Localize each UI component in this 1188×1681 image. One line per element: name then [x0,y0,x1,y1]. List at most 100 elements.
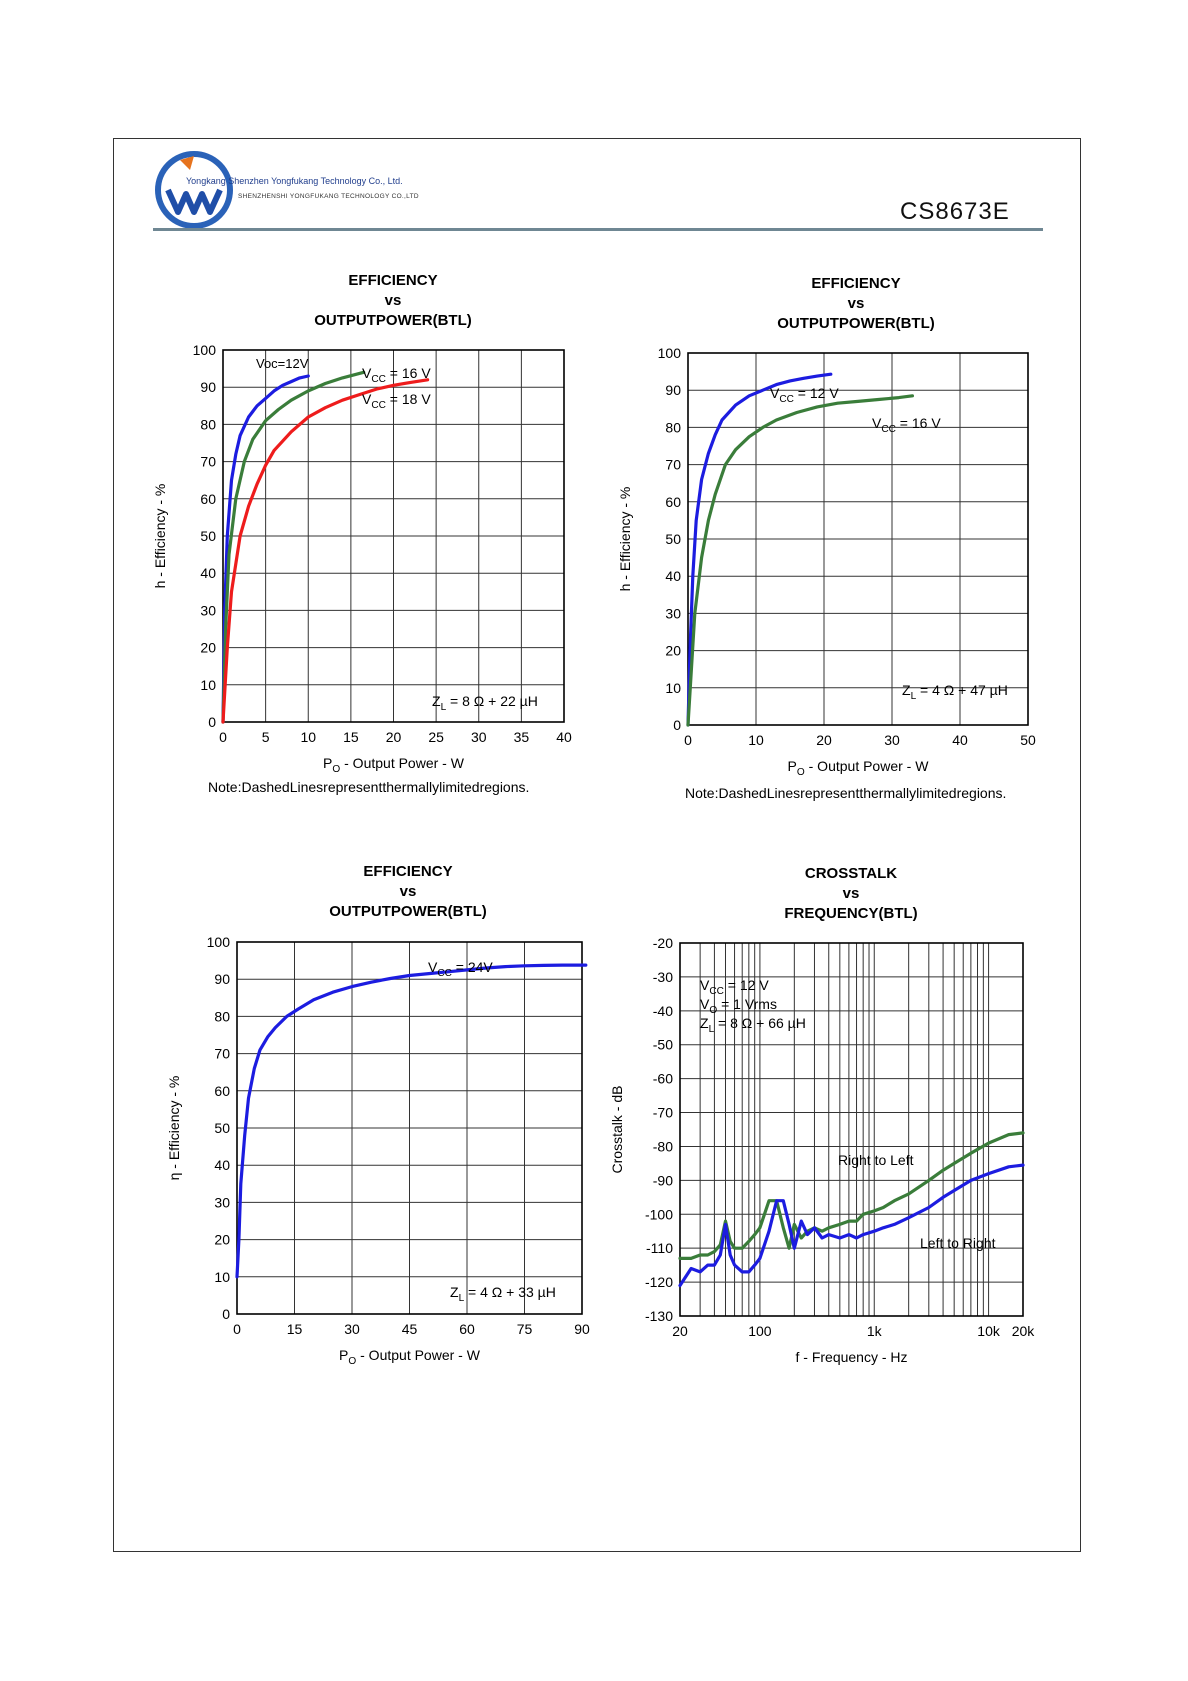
chart2-title: EFFICIENCY vs OUTPUTPOWER(BTL) [676,274,1036,334]
chart4-x-tick-label: 1k [867,1323,883,1339]
chart2-annotation: VCC = 16 V [872,415,941,435]
logo-w [165,188,223,215]
header-rule [153,228,1043,231]
chart4-y-tick-label: -120 [645,1274,673,1290]
chart4: 20 100 1k 10k 20k -20 -30 -40 -50 -60 -70 -80 -90 -10… [609,935,1035,1365]
chart2-x-tick-label: 40 [952,732,968,748]
chart3-x-tick-label: 90 [574,1321,590,1337]
chart4-x-tick-label: 20 [672,1323,688,1339]
chart1-y-tick-label: 100 [193,342,217,358]
chart1-series-3-line [221,378,430,724]
chart3-y-tick-label: 60 [214,1083,230,1099]
chart2-annotation: VCC = 12 V [770,385,839,405]
chart1-annotation: Voc=12V [256,356,309,371]
chart2-note: Note:DashedLinesrepresentthermallylimite… [685,785,1007,801]
chart3-y-tick-label: 40 [214,1157,230,1173]
chart4-y-tick-label: -30 [653,969,673,985]
chart2-y-tick-label: 0 [673,717,681,733]
chart4-title-line2: vs [842,885,860,902]
chart1-x-tick-label: 15 [343,729,359,745]
company-name-cn: Yongkang Shenzhen Yongfukang Technology … [186,176,403,186]
chart4-y-tick-label: -50 [653,1037,673,1053]
chart3-x-tick-label: 0 [233,1321,241,1337]
chart3-y-axis-label: η - Efficiency - % [166,1076,182,1181]
chart3-x-tick-label: 15 [287,1321,303,1337]
chart1-y-tick-label: 0 [208,714,216,730]
chart1-series-2-line [221,370,366,724]
chart1-x-tick-label: 20 [386,729,402,745]
chart3-annotation: VCC = 24V [428,959,493,979]
chart1-annotation: VCC = 18 V [362,391,431,411]
chart2-x-tick-label: 10 [748,732,764,748]
chart3-title-line2: vs [399,883,417,900]
chart3-y-tick-label: 30 [214,1194,230,1210]
chart1-title-line1: EFFICIENCY [348,272,438,289]
chart3-x-tick-label: 60 [459,1321,475,1337]
chart3-y-tick-label: 70 [214,1046,230,1062]
chart4-annotation: Right to Left [838,1152,914,1168]
chart2-y-tick-label: 20 [665,643,681,659]
chart3-title-line1: EFFICIENCY [363,863,453,880]
chart4-y-axis-label: Crosstalk - dB [609,1086,625,1174]
part-number: CS8673E [900,198,1010,225]
chart2-title-line1: EFFICIENCY [811,275,901,292]
chart1-annotation: VCC = 16 V [362,365,431,385]
chart2-frame [687,352,1029,726]
chart2-x-tick-label: 20 [816,732,832,748]
chart1-x-axis-label: PO - Output Power - W [323,755,465,775]
chart2-x-tick-label: 0 [684,732,692,748]
chart4-plot-area [680,943,1023,1316]
chart4-y-tick-label: -90 [653,1172,673,1188]
chart1-x-tick-label: 35 [514,729,530,745]
chart2: 0 10 20 30 40 50 0 10 20 30 40 50 60 70 80 90 100 PO - Ou… [617,345,1036,778]
chart1-y-tick-label: 20 [200,640,216,656]
chart2-y-tick-label: 50 [665,531,681,547]
chart1-y-tick-label: 30 [200,602,216,618]
chart1-annotation: ZL = 8 Ω + 22 µH [432,693,538,713]
chart1-note: Note:DashedLinesrepresentthermallylimite… [208,779,530,795]
chart3-y-tick-label: 90 [214,971,230,987]
chart4-y-tick-label: -130 [645,1308,673,1324]
chart3-frame [236,941,583,1315]
chart4-annotation: VO = 1 Vrms [700,996,777,1016]
chart1-title-line3: OUTPUTPOWER(BTL) [314,312,472,329]
chart1-x-tick-label: 30 [471,729,487,745]
chart3-y-tick-label: 10 [214,1269,230,1285]
chart1-y-axis-label: h - Efficiency - % [152,484,168,589]
chart4-y-tick-label: -100 [645,1206,673,1222]
chart3-y-tick-label: 80 [214,1008,230,1024]
page-frame [113,138,1081,1552]
chart3-x-axis-label: PO - Output Power - W [339,1347,481,1367]
chart4-y-tick-label: -20 [653,935,673,951]
chart1-x-tick-label: 10 [300,729,316,745]
logo-swoosh [164,172,224,194]
chart1-y-tick-label: 40 [200,565,216,581]
chart2-series-2-line [686,394,915,727]
chart1-y-tick-label: 90 [200,379,216,395]
chart1-title: EFFICIENCY vs OUTPUTPOWER(BTL) [213,271,573,331]
chart1-x-tick-label: 40 [556,729,572,745]
chart2-y-tick-label: 40 [665,568,681,584]
chart3: 0 15 30 45 60 75 90 0 10 20 30 40 50 60 70 80 90 100 PO - … [166,934,590,1367]
chart4-annotation: Left to Right [920,1235,996,1251]
chart4-y-tick-label: -80 [653,1138,673,1154]
chart2-y-tick-label: 10 [665,680,681,696]
chart4-title: CROSSTALK vs FREQUENCY(BTL) [671,864,1031,924]
chart1-x-tick-label: 0 [219,729,227,745]
chart3-x-tick-label: 75 [517,1321,533,1337]
chart1-y-tick-label: 60 [200,491,216,507]
chart3-x-tick-label: 45 [402,1321,418,1337]
chart2-y-tick-label: 90 [665,382,681,398]
chart2-y-tick-label: 100 [658,345,682,361]
chart4-y-tick-label: -110 [646,1240,673,1256]
logo-flag [180,156,194,170]
chart1-y-tick-label: 70 [200,454,216,470]
chart1-y-tick-label: 50 [200,528,216,544]
chart1-title-line2: vs [384,292,402,309]
chart2-y-axis-label: h - Efficiency - % [617,487,633,592]
chart4-y-tick-label: -70 [653,1105,673,1121]
chart2-title-line3: OUTPUTPOWER(BTL) [777,315,935,332]
chart4-x-tick-label: 100 [748,1323,772,1339]
chart2-x-tick-label: 30 [884,732,900,748]
